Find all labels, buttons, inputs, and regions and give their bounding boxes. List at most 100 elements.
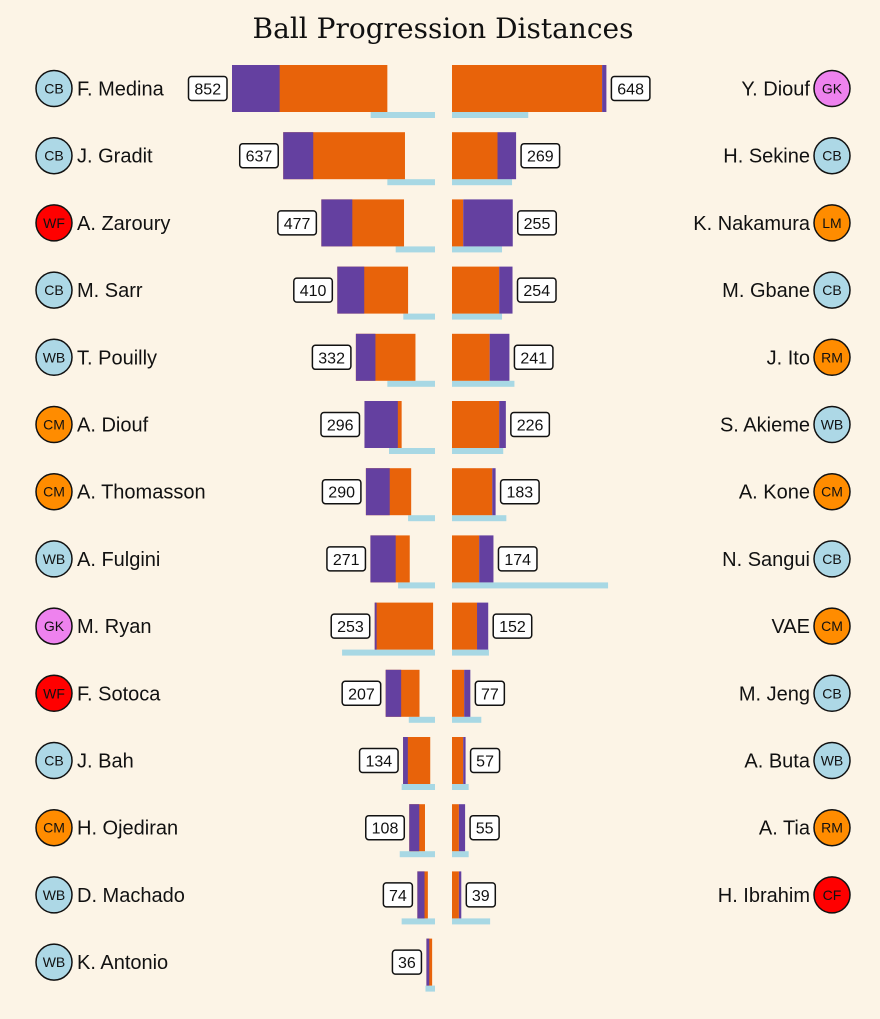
value-label: 226 xyxy=(517,418,544,435)
bar-segment-purple xyxy=(374,602,377,650)
bar-underline xyxy=(452,515,507,522)
value-label: 207 xyxy=(348,686,375,703)
value-label: 134 xyxy=(365,754,392,771)
bar-segment-orange xyxy=(452,132,498,180)
bar-segment-orange xyxy=(452,871,459,919)
position-badge xyxy=(35,607,73,645)
bar-segment-orange xyxy=(452,804,459,852)
value-label: 74 xyxy=(389,888,407,905)
position-badge-label: CB xyxy=(822,685,841,701)
position-badge xyxy=(35,674,73,713)
bar-segment-purple xyxy=(463,199,513,247)
player-name: M. Jeng xyxy=(739,683,810,705)
bar-segment-orange xyxy=(452,737,464,784)
bar-segment-purple xyxy=(463,737,466,784)
value-label-box xyxy=(365,814,406,841)
value-label-box xyxy=(513,344,554,371)
position-badge-label: WB xyxy=(821,417,844,433)
value-label: 296 xyxy=(327,418,354,435)
position-badge xyxy=(35,540,73,578)
position-badge-label: WF xyxy=(43,215,65,231)
position-badge-label: CM xyxy=(821,484,843,500)
position-badge xyxy=(813,674,851,713)
position-badge-label: GK xyxy=(822,81,843,97)
bar-segment-purple xyxy=(479,535,494,583)
player-name: H. Ibrahim xyxy=(718,885,810,907)
bar-segment-orange xyxy=(452,669,465,717)
player-name: A. Buta xyxy=(744,751,810,773)
bar-segment-purple xyxy=(283,132,314,180)
position-badge-label: WB xyxy=(43,954,66,970)
value-label-box xyxy=(330,613,371,639)
bar-segment-purple xyxy=(232,65,280,112)
bar-segment-purple xyxy=(492,468,496,516)
value-label: 39 xyxy=(472,888,490,905)
bar-underline xyxy=(452,918,491,925)
position-badge xyxy=(813,405,851,444)
player-name: M. Ryan xyxy=(77,616,151,638)
value-label: 255 xyxy=(524,216,551,233)
bar-underline xyxy=(403,313,435,320)
position-badge-label: LM xyxy=(822,215,841,231)
value-label: 271 xyxy=(333,552,360,569)
position-badge xyxy=(35,136,73,175)
bar-segment-orange xyxy=(452,333,490,381)
position-badge-label: CB xyxy=(44,282,63,298)
player-name: A. Thomasson xyxy=(77,482,206,504)
position-badge xyxy=(813,204,851,242)
value-label: 254 xyxy=(523,283,550,300)
value-label: 852 xyxy=(194,82,221,99)
position-badge-label: CB xyxy=(44,753,63,769)
bar-segment-orange xyxy=(452,602,478,650)
value-label: 253 xyxy=(337,619,364,636)
value-label-box xyxy=(321,478,362,505)
bar-underline xyxy=(342,649,435,656)
position-badge xyxy=(813,136,851,175)
player-name: M. Gbane xyxy=(722,280,810,302)
bar-segment-purple xyxy=(499,266,513,314)
player-name: VAE xyxy=(771,616,810,638)
bar-segment-orange xyxy=(452,65,603,112)
value-label: 637 xyxy=(246,149,273,166)
bar-underline xyxy=(395,246,435,253)
position-badge xyxy=(35,338,73,377)
bar-segment-purple xyxy=(355,333,376,381)
bar-segment-purple xyxy=(364,401,398,448)
bar-underline xyxy=(452,582,609,589)
player-name: A. Kone xyxy=(739,482,810,504)
bar-underline xyxy=(452,448,504,454)
value-label: 174 xyxy=(504,552,531,569)
bar-segment-purple xyxy=(489,333,510,381)
value-label: 36 xyxy=(398,955,416,972)
value-label-box xyxy=(499,478,540,505)
bar-segment-purple xyxy=(602,65,607,112)
bar-underline xyxy=(408,515,435,522)
position-badge-label: RM xyxy=(821,349,843,365)
bar-segment-purple xyxy=(499,401,506,448)
position-badge xyxy=(813,808,851,847)
player-name: J. Gradit xyxy=(77,146,153,168)
position-badge xyxy=(35,271,73,309)
value-label: 290 xyxy=(328,485,355,502)
position-badge xyxy=(35,741,73,780)
player-name: Y. Diouf xyxy=(741,79,810,101)
bar-segment-orange xyxy=(374,602,434,650)
player-rows: 852 CB F. Medina 637 CB J. Gradit 477 WF A. Zaro… xyxy=(35,65,851,992)
position-badge-label: WB xyxy=(821,753,844,769)
position-badge-label: CB xyxy=(44,81,63,97)
player-name: A. Diouf xyxy=(77,415,149,437)
player-name: N. Sangui xyxy=(722,549,810,571)
bar-segment-orange xyxy=(452,199,464,247)
player-name: H. Ojediran xyxy=(77,818,178,840)
player-name: F. Medina xyxy=(77,79,165,101)
bar-underline xyxy=(387,380,435,387)
value-label-box xyxy=(187,75,228,102)
bar-segment-purple xyxy=(385,669,402,717)
bar-segment-purple xyxy=(370,535,396,583)
bar-underline xyxy=(452,649,489,656)
value-label-box xyxy=(238,142,279,169)
position-badge xyxy=(35,876,73,914)
bar-underline xyxy=(452,716,482,723)
bar-segment-purple xyxy=(477,602,489,650)
value-label: 55 xyxy=(476,821,494,838)
